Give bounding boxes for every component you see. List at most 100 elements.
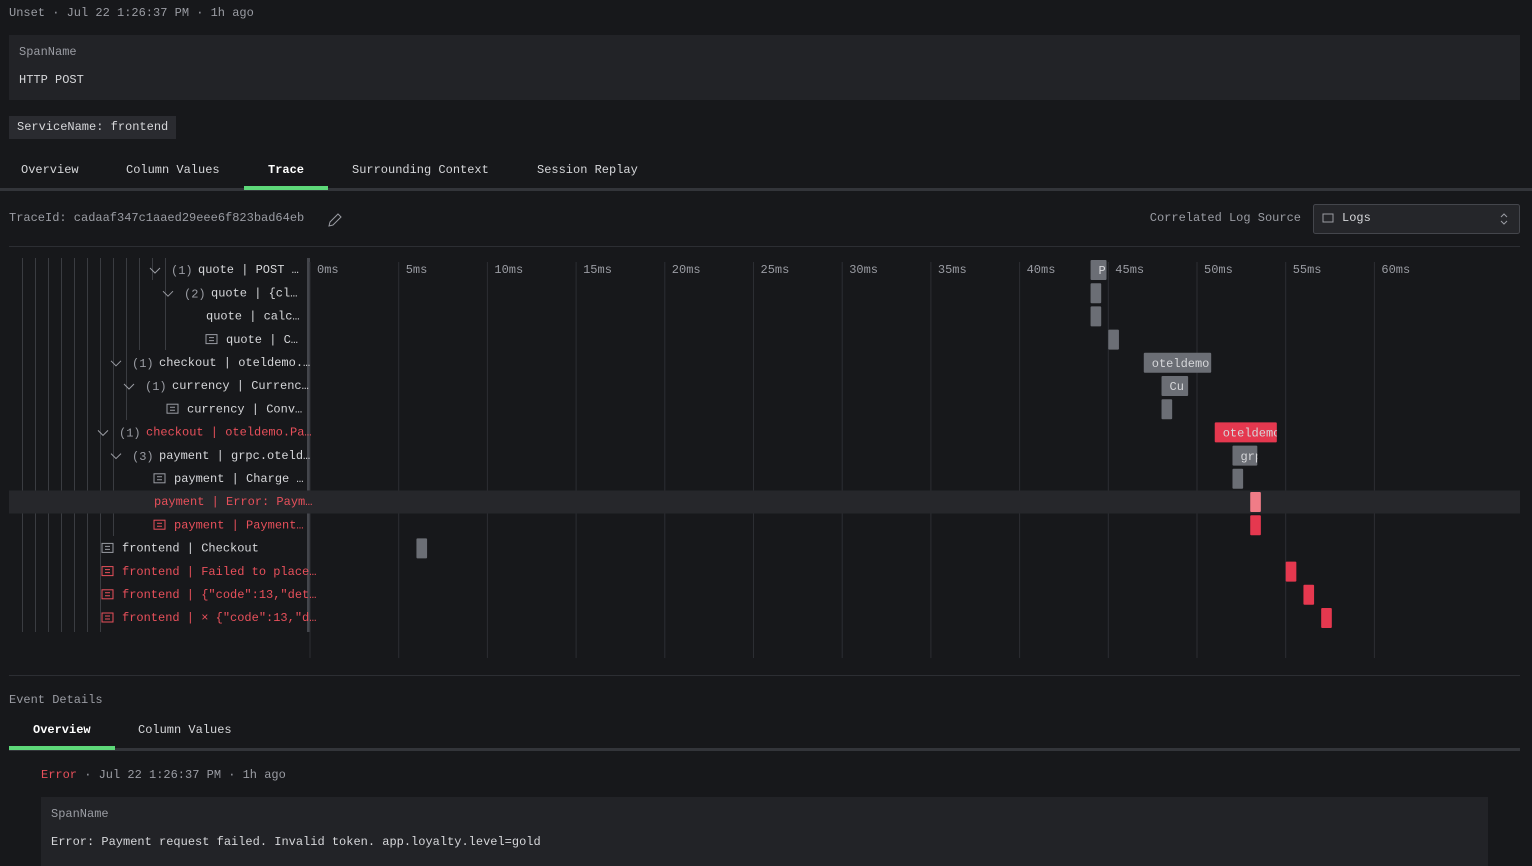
span-label[interactable]: quote | C… [226,333,298,347]
tab-indicator [244,186,328,190]
chevron[interactable] [149,267,161,274]
tick-label: 15ms [583,263,612,277]
span-bar[interactable] [1250,492,1261,512]
tab[interactable]: Trace [268,163,304,177]
bar-label: oteldemo. [1152,357,1217,371]
tick-label: 20ms [672,263,701,277]
log-icon [166,403,179,414]
span-name-label: SpanName [19,45,77,59]
span-bar[interactable] [1232,468,1244,489]
span-name-box [9,35,1520,100]
trace-id-label: TraceId: [9,211,67,225]
source-icon [1322,213,1334,223]
log-icon [205,334,218,345]
status: Error [41,768,77,782]
tick-label: 5ms [406,263,428,277]
log-icon-lines [170,406,175,411]
log-icon [101,589,114,600]
span-bar[interactable] [1143,352,1212,373]
span-label[interactable]: frontend | Failed to place… [122,565,316,579]
span-name-value: HTTP POST [19,73,84,87]
tab[interactable]: Column Values [126,163,220,177]
span-label[interactable]: checkout | oteldemo.Pa… [146,426,312,440]
span-label[interactable]: quote | {cl… [211,286,297,300]
service-tag-bg [9,116,176,139]
timestamp: Jul 22 1:26:37 PM [67,6,189,20]
log-icon-lines [105,569,110,574]
span-label[interactable]: frontend | × {"code":13,"d… [122,611,316,625]
span-bar[interactable] [1161,399,1173,420]
span-bar[interactable] [1321,608,1332,628]
tick-label: 50ms [1204,263,1233,277]
tab[interactable]: Session Replay [537,163,638,177]
span-bar[interactable] [1161,376,1189,396]
span-bar[interactable] [416,538,428,559]
child-count: (1) [132,357,154,371]
span-label[interactable]: quote | POST … [198,263,299,277]
sep: · [228,768,235,782]
log-icon [101,612,114,623]
tick-label: 30ms [849,263,878,277]
tab[interactable]: Column Values [138,723,232,737]
log-icon-lines [157,476,162,481]
tick-label: 0ms [317,263,339,277]
bar-label: grp [1240,450,1262,464]
span-bar[interactable] [1285,561,1297,582]
span-bar[interactable] [1090,260,1107,280]
relative-time: 1h ago [211,6,254,20]
span-bar[interactable] [1090,283,1102,304]
log-icon [153,519,166,530]
tick-label: 10ms [494,263,523,277]
span-label[interactable]: frontend | Checkout [122,542,259,556]
log-icon-lines [105,592,110,597]
span-bar[interactable] [1303,584,1315,605]
log-source[interactable]: Logs [1342,211,1371,225]
relative-time: 1h ago [243,768,286,782]
tick-label: 40ms [1027,263,1056,277]
span-bar[interactable] [1250,515,1261,536]
child-count: (1) [145,380,167,394]
span-label[interactable]: checkout | oteldemo.… [159,356,310,370]
span-label[interactable]: payment | Charge … [174,472,304,486]
span-label[interactable]: frontend | {"code":13,"det… [122,588,316,602]
sep: · [52,6,59,20]
span-bar[interactable] [1214,422,1277,443]
tab[interactable]: Overview [33,723,91,737]
status: Unset [9,6,45,20]
span-label[interactable]: currency | Conv… [187,402,302,416]
span-label[interactable]: currency | Currenc… [172,379,309,393]
span-label[interactable]: payment | Payment… [174,518,304,532]
section-title: Event Details [9,693,103,707]
tab[interactable]: Surrounding Context [352,163,489,177]
log-icon-lines [157,522,162,527]
child-count: (3) [132,450,154,464]
span-bar[interactable] [1090,306,1102,327]
edit-icon[interactable] [328,213,342,227]
chevron[interactable] [123,383,135,390]
selected-row [9,490,1520,514]
span-label[interactable]: quote | calc… [206,310,300,324]
log-icon [101,566,114,577]
tick-label: 35ms [938,263,967,277]
tab[interactable]: Overview [21,163,79,177]
log-icon-lines [105,615,110,620]
chevron[interactable] [162,290,174,297]
bar-label: Cu [1170,380,1184,394]
log-source-select[interactable] [1313,204,1520,234]
span-bar[interactable] [1232,445,1258,466]
chevron[interactable] [97,430,109,437]
span-name-value: Error: Payment request failed. Invalid t… [51,835,541,849]
tick-label: 45ms [1115,263,1144,277]
child-count: (2) [184,287,206,301]
tick-label: 55ms [1293,263,1322,277]
sep: · [196,6,203,20]
span-label[interactable]: payment | grpc.oteld… [159,449,310,463]
span-bar[interactable] [1108,329,1119,350]
chevron[interactable] [110,360,122,367]
chevron[interactable] [110,453,122,460]
child-count: (1) [171,264,193,278]
span-label[interactable]: payment | Error: Paym… [154,495,312,509]
event-span-box [41,797,1488,866]
